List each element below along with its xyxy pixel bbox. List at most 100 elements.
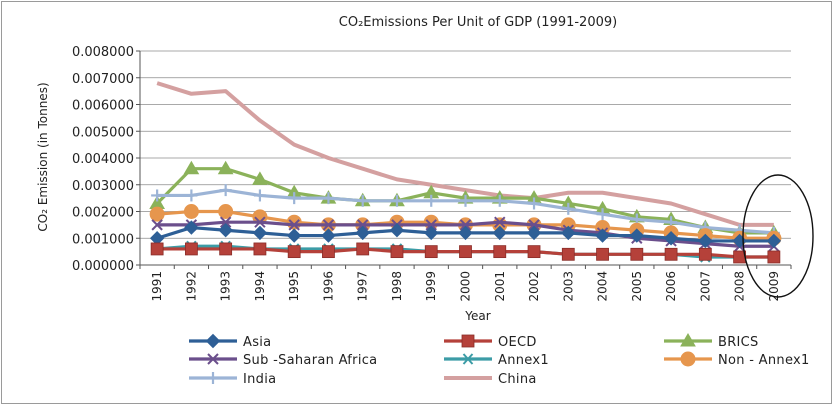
- marker-shape: [458, 225, 473, 241]
- marker-shape: [217, 160, 234, 175]
- data-point-non-annex1: [149, 206, 165, 222]
- data-point-asia: [595, 228, 610, 243]
- x-tick-label: 1997: [356, 271, 370, 302]
- data-point-asia: [355, 225, 370, 241]
- marker-stroke: [322, 219, 335, 231]
- marker-shape: [205, 333, 221, 349]
- data-point-non-annex1: [218, 204, 234, 219]
- marker-shape: [424, 245, 438, 259]
- marker-shape: [561, 247, 575, 261]
- y-tick-label: 0.005000: [72, 125, 134, 140]
- marker-shape: [461, 334, 475, 348]
- data-point-brics: [217, 160, 234, 175]
- marker-shape: [664, 247, 678, 261]
- data-point-asia: [321, 228, 336, 243]
- marker-shape: [389, 223, 405, 238]
- data-point-non-annex1: [286, 214, 302, 230]
- y-tick-label: 0.001000: [72, 232, 134, 247]
- x-tick-label: 2008: [733, 271, 747, 302]
- marker-shape: [527, 245, 541, 259]
- x-tick-label: 2007: [698, 271, 712, 302]
- marker-shape: [286, 228, 302, 243]
- data-point-asia: [766, 233, 782, 249]
- x-axis-ticks: 1991 1992 1993 1994 1995 1996 1997 1998 1999 2000…: [139, 265, 792, 302]
- marker-shape: [492, 225, 507, 241]
- y-tick-label: 0.008000: [72, 45, 134, 60]
- x-tick-label: 1992: [184, 271, 198, 302]
- marker-shape: [526, 225, 542, 241]
- marker-shape: [390, 245, 404, 259]
- y-tick-label: 0.002000: [72, 206, 134, 221]
- legend-item-oecd: OECD: [444, 334, 537, 350]
- marker-shape: [766, 233, 782, 249]
- marker-stroke: [528, 219, 540, 231]
- data-point-brics: [252, 171, 268, 185]
- data-point-oecd: [356, 242, 370, 256]
- data-point-asia: [526, 225, 542, 241]
- marker-stroke: [207, 353, 219, 365]
- x-tick-label: 2004: [596, 271, 610, 302]
- legend-label: Non - Annex1: [718, 353, 810, 368]
- marker-shape: [321, 228, 336, 243]
- legend-item-annex1: Annex1: [444, 353, 549, 368]
- data-point-india: [459, 194, 472, 207]
- x-tick-label: 1995: [287, 271, 301, 302]
- marker-shape: [184, 242, 198, 256]
- marker-shape: [286, 214, 302, 230]
- legend-item-non-annex1: Non - Annex1: [664, 351, 810, 368]
- marker-shape: [595, 228, 610, 243]
- marker-shape: [322, 245, 335, 259]
- y-axis-title: CO₂ Emission (in Tonnes): [36, 82, 50, 231]
- data-point-sub-saharan-africa: [219, 216, 232, 228]
- data-point-oecd: [287, 245, 301, 259]
- marker-shape: [219, 242, 233, 256]
- legend-label: Annex1: [498, 353, 549, 368]
- marker-shape: [630, 247, 644, 261]
- x-tick-label: 2001: [493, 271, 507, 302]
- legend-item-india: India: [189, 372, 276, 387]
- data-point-sub-saharan-africa: [288, 219, 300, 231]
- data-point-oecd: [459, 245, 472, 259]
- series-line-china: [156, 81, 774, 227]
- x-tick-label: 1994: [253, 271, 267, 302]
- data-point-non-annex1: [183, 204, 199, 219]
- x-tick-label: 1996: [321, 271, 335, 302]
- legend-swatch-marker: [207, 372, 219, 384]
- x-tick-label: 2003: [561, 271, 575, 302]
- data-point-india: [151, 189, 164, 202]
- marker-shape: [149, 206, 165, 222]
- data-point-asia: [286, 228, 302, 243]
- marker-shape: [698, 233, 713, 249]
- axes: [139, 51, 791, 266]
- data-point-asia: [561, 225, 576, 241]
- x-tick-label: 1991: [150, 271, 164, 302]
- x-tick-label: 1998: [390, 271, 404, 302]
- marker-shape: [663, 231, 679, 246]
- data-point-india: [425, 194, 438, 207]
- data-point-asia: [424, 225, 439, 241]
- data-point-sub-saharan-africa: [425, 219, 437, 231]
- marker-stroke: [425, 219, 437, 231]
- legend-swatch-marker: [680, 333, 696, 347]
- legend-label: BRICS: [718, 335, 759, 350]
- data-point-india: [390, 194, 403, 207]
- y-tick-label: 0.004000: [72, 152, 134, 167]
- marker-shape: [493, 245, 507, 259]
- marker-shape: [218, 223, 233, 238]
- legend-swatch-marker: [207, 353, 219, 365]
- data-point-india: [253, 189, 266, 202]
- series-asia: [149, 220, 782, 249]
- marker-shape: [150, 242, 164, 256]
- legend-item-china: China: [444, 372, 536, 387]
- marker-shape: [629, 228, 645, 243]
- legend-label: OECD: [498, 335, 537, 350]
- legend-swatch-marker: [461, 334, 475, 348]
- data-point-india: [493, 194, 506, 207]
- data-point-oecd: [219, 242, 233, 256]
- y-tick-label: 0.006000: [72, 99, 134, 114]
- marker-shape: [287, 245, 301, 259]
- data-point-india: [185, 189, 198, 202]
- data-point-sub-saharan-africa: [322, 219, 335, 231]
